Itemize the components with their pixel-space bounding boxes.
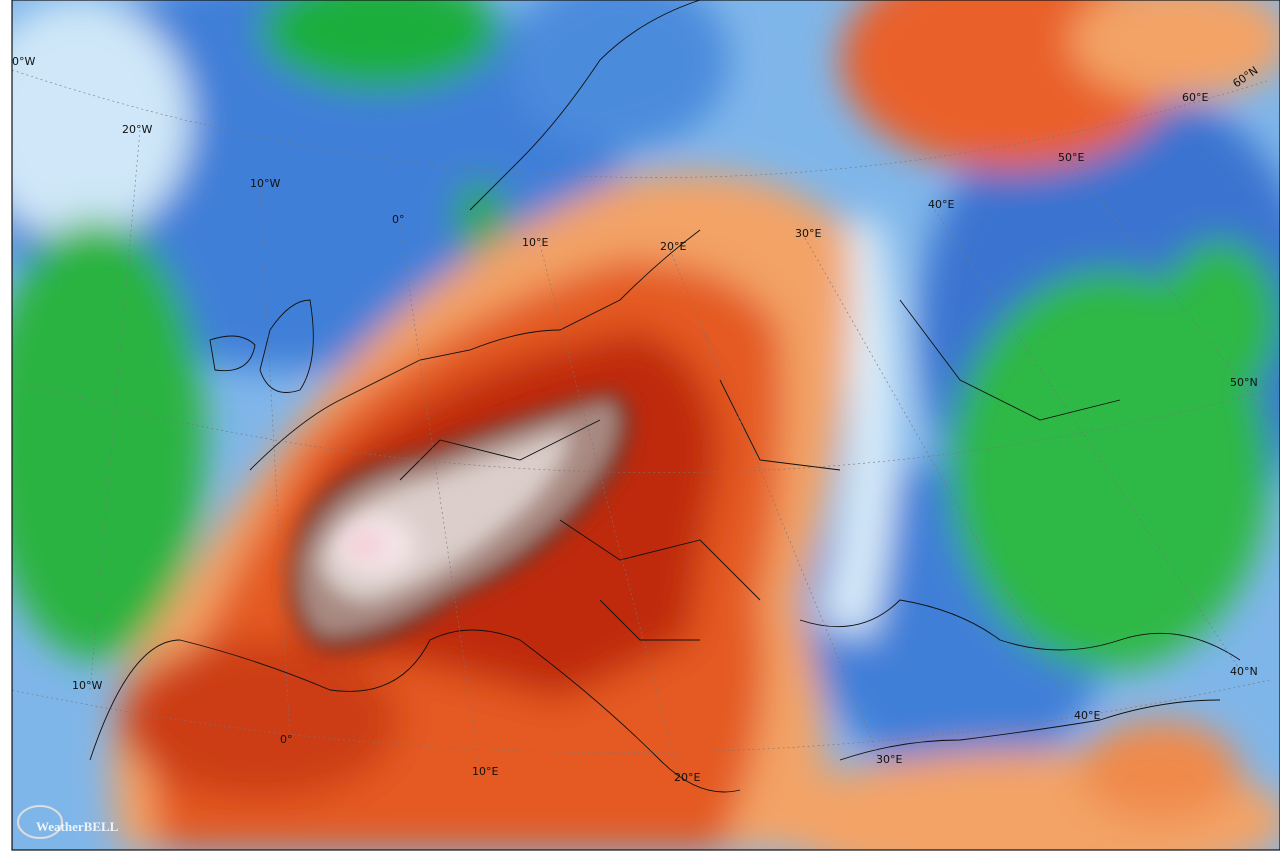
longitude-label: 10°W [72, 679, 102, 692]
map-frame [11, 0, 1280, 851]
longitude-label: 40°E [928, 198, 954, 211]
longitude-label: 60°E [1182, 91, 1208, 104]
longitude-label: 10°W [250, 177, 280, 190]
logo-swirl [17, 805, 63, 839]
logo: WeatherBELL [17, 805, 119, 839]
longitude-label: 40°E [1074, 709, 1100, 722]
latitude-label: 50°N [1230, 376, 1258, 389]
graticule [12, 69, 1271, 781]
longitude-label: 0°W [12, 55, 35, 68]
longitude-label: 20°E [660, 240, 686, 253]
heat-core [288, 390, 633, 652]
longitude-label: 30°E [876, 753, 902, 766]
longitude-label: 20°E [674, 771, 700, 784]
logo-text: WeatherBELL [36, 819, 119, 834]
longitude-label: 0° [392, 213, 405, 226]
longitude-label: 10°E [472, 765, 498, 778]
longitude-label: 0° [280, 733, 293, 746]
longitude-label: 10°E [522, 236, 548, 249]
longitude-label: 50°E [1058, 151, 1084, 164]
longitude-label: 20°W [122, 123, 152, 136]
longitude-label: 30°E [795, 227, 821, 240]
latitude-label: 40°N [1230, 665, 1258, 678]
coastlines [89, 0, 1241, 793]
graticule-labels: 0°W 20°W 10°W 0° 10°E 20°E 30°E 40°E 50°… [12, 55, 1261, 784]
